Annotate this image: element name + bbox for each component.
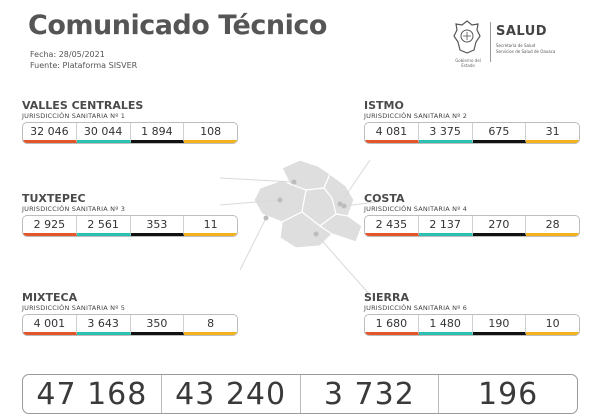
stat-value: 11 (184, 216, 237, 236)
oaxaca-map-icon (220, 159, 377, 296)
total-value: 3 732 (301, 375, 440, 413)
stat-value: 2 137 (418, 216, 473, 236)
report-source: Fuente: Plataforma SISVER (30, 61, 138, 70)
stat-value: 32 046 (23, 123, 77, 143)
stat-value: 8 (184, 315, 237, 335)
stat-value: 675 (472, 123, 527, 143)
logo-divider (490, 22, 491, 62)
stat-value: 4 001 (23, 315, 77, 335)
region-jurisdiction: JURISDICCIÓN SANITARIA Nº 5 (22, 304, 126, 312)
stat-value: 2 435 (365, 216, 419, 236)
region-stats: 1 680 1 480 190 10 (364, 314, 580, 336)
state-totals: 47 168 43 240 3 732 196 (22, 374, 578, 414)
salud-subtitle-1: Secretaría de Salud (496, 43, 536, 48)
stat-value: 108 (184, 123, 237, 143)
stat-value: 10 (526, 315, 579, 335)
region-jurisdiction: JURISDICCIÓN SANITARIA Nº 2 (364, 112, 468, 120)
stat-value: 353 (130, 216, 185, 236)
stat-value: 350 (130, 315, 185, 335)
region-name: ISTMO (364, 99, 404, 112)
salud-subtitle-2: Servicios de Salud de Oaxaca (496, 49, 556, 54)
region-jurisdiction: JURISDICCIÓN SANITARIA Nº 4 (364, 205, 468, 213)
region-name: COSTA (364, 192, 405, 205)
region-istmo: ISTMO JURISDICCIÓN SANITARIA Nº 2 4 081 … (364, 100, 584, 144)
salud-logo: Gobierno del Estado SALUD Secretaría de … (448, 18, 578, 68)
region-valles-centrales: VALLES CENTRALES JURISDICCIÓN SANITARIA … (22, 100, 242, 144)
region-tuxtepec: TUXTEPEC JURISDICCIÓN SANITARIA Nº 3 2 9… (22, 193, 242, 237)
total-value: 47 168 (23, 375, 162, 413)
total-value: 196 (477, 377, 539, 412)
stat-value: 28 (526, 216, 579, 236)
region-jurisdiction: JURISDICCIÓN SANITARIA Nº 1 (22, 112, 126, 120)
region-name: MIXTECA (22, 291, 78, 304)
region-stats: 2 925 2 561 353 11 (22, 215, 238, 237)
stat-value: 2 925 (23, 216, 77, 236)
stat-value: 2 561 (76, 216, 131, 236)
total-value: 43 240 (162, 375, 301, 413)
seal-caption: Gobierno del Estado (455, 58, 481, 68)
stat-value: 190 (472, 315, 527, 335)
region-jurisdiction: JURISDICCIÓN SANITARIA Nº 3 (22, 205, 126, 213)
region-mixteca: MIXTECA JURISDICCIÓN SANITARIA Nº 5 4 00… (22, 292, 242, 336)
region-sierra: SIERRA JURISDICCIÓN SANITARIA Nº 6 1 680… (364, 292, 584, 336)
region-costa: COSTA JURISDICCIÓN SANITARIA Nº 4 2 435 … (364, 193, 584, 237)
stat-value: 3 375 (418, 123, 473, 143)
stat-value: 1 680 (365, 315, 419, 335)
oaxaca-seal-icon (453, 20, 481, 54)
stat-value: 30 044 (76, 123, 131, 143)
page-title: Comunicado Técnico (28, 10, 327, 41)
region-stats: 4 001 3 643 350 8 (22, 314, 238, 336)
region-name: TUXTEPEC (22, 192, 86, 205)
report-date: Fecha: 28/05/2021 (30, 50, 105, 59)
stat-value: 31 (526, 123, 579, 143)
stat-value: 4 081 (365, 123, 419, 143)
region-name: VALLES CENTRALES (22, 99, 144, 112)
region-jurisdiction: JURISDICCIÓN SANITARIA Nº 6 (364, 304, 468, 312)
stat-value: 270 (472, 216, 527, 236)
region-stats: 2 435 2 137 270 28 (364, 215, 580, 237)
salud-brand: SALUD (496, 24, 548, 39)
region-name: SIERRA (364, 291, 409, 304)
region-stats: 32 046 30 044 1 894 108 (22, 122, 238, 144)
stat-value: 3 643 (76, 315, 131, 335)
region-stats: 4 081 3 375 675 31 (364, 122, 580, 144)
stat-value: 1 480 (418, 315, 473, 335)
stat-value: 1 894 (130, 123, 185, 143)
